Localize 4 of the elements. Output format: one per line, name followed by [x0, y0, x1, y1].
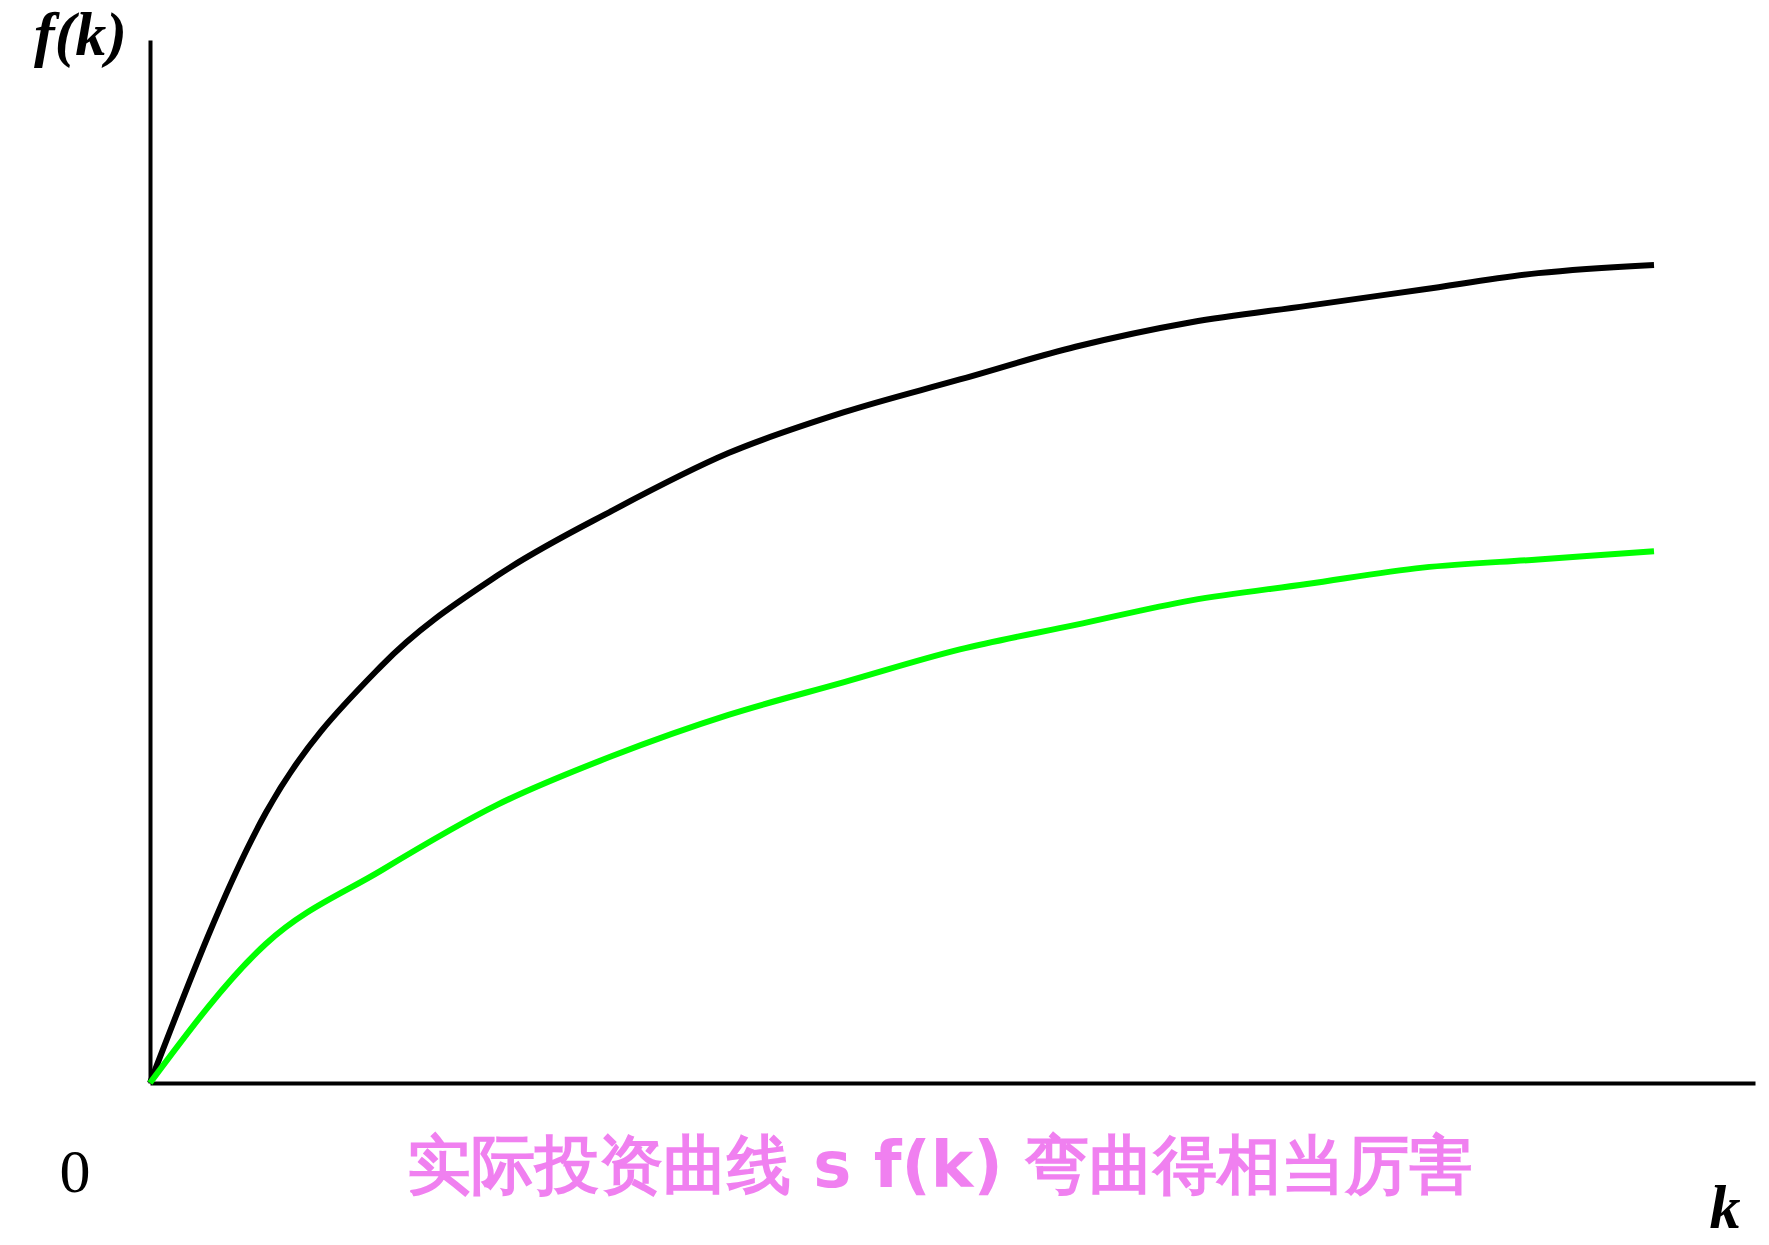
x-axis-title: k — [1709, 1172, 1741, 1241]
y-axis-title: f(k) — [34, 0, 127, 69]
text: 实际投资曲线 s f(k) 弯曲得相当厉害 — [407, 1128, 1473, 1202]
text: 0 — [59, 1137, 91, 1205]
